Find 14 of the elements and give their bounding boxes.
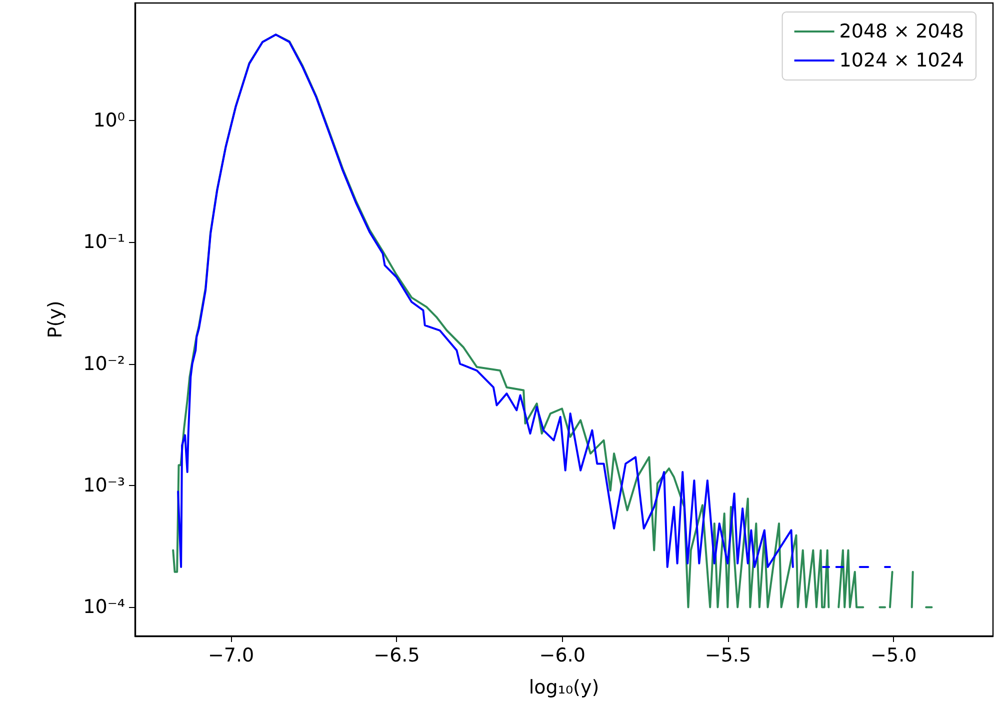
x-tick-label: −6.5: [374, 644, 420, 666]
y-tick-label: 10⁻¹: [83, 231, 125, 254]
legend-label: 1024 × 1024: [839, 50, 964, 72]
x-tick-label: −6.0: [539, 644, 586, 666]
x-tick-label: −5.0: [870, 644, 917, 666]
x-tick-label: −5.5: [704, 644, 752, 666]
y-tick-label: 10⁻⁴: [83, 596, 126, 618]
x-axis-title: log₁₀(y): [528, 676, 600, 698]
x-tick-label: −7.0: [208, 644, 254, 666]
y-tick-label: 10⁻³: [83, 474, 125, 496]
legend-label: 2048 × 2048: [839, 20, 964, 42]
y-tick-label: 10⁰: [93, 109, 125, 132]
y-tick-label: 10⁻²: [83, 352, 125, 375]
y-axis-title: P(y): [44, 300, 66, 338]
